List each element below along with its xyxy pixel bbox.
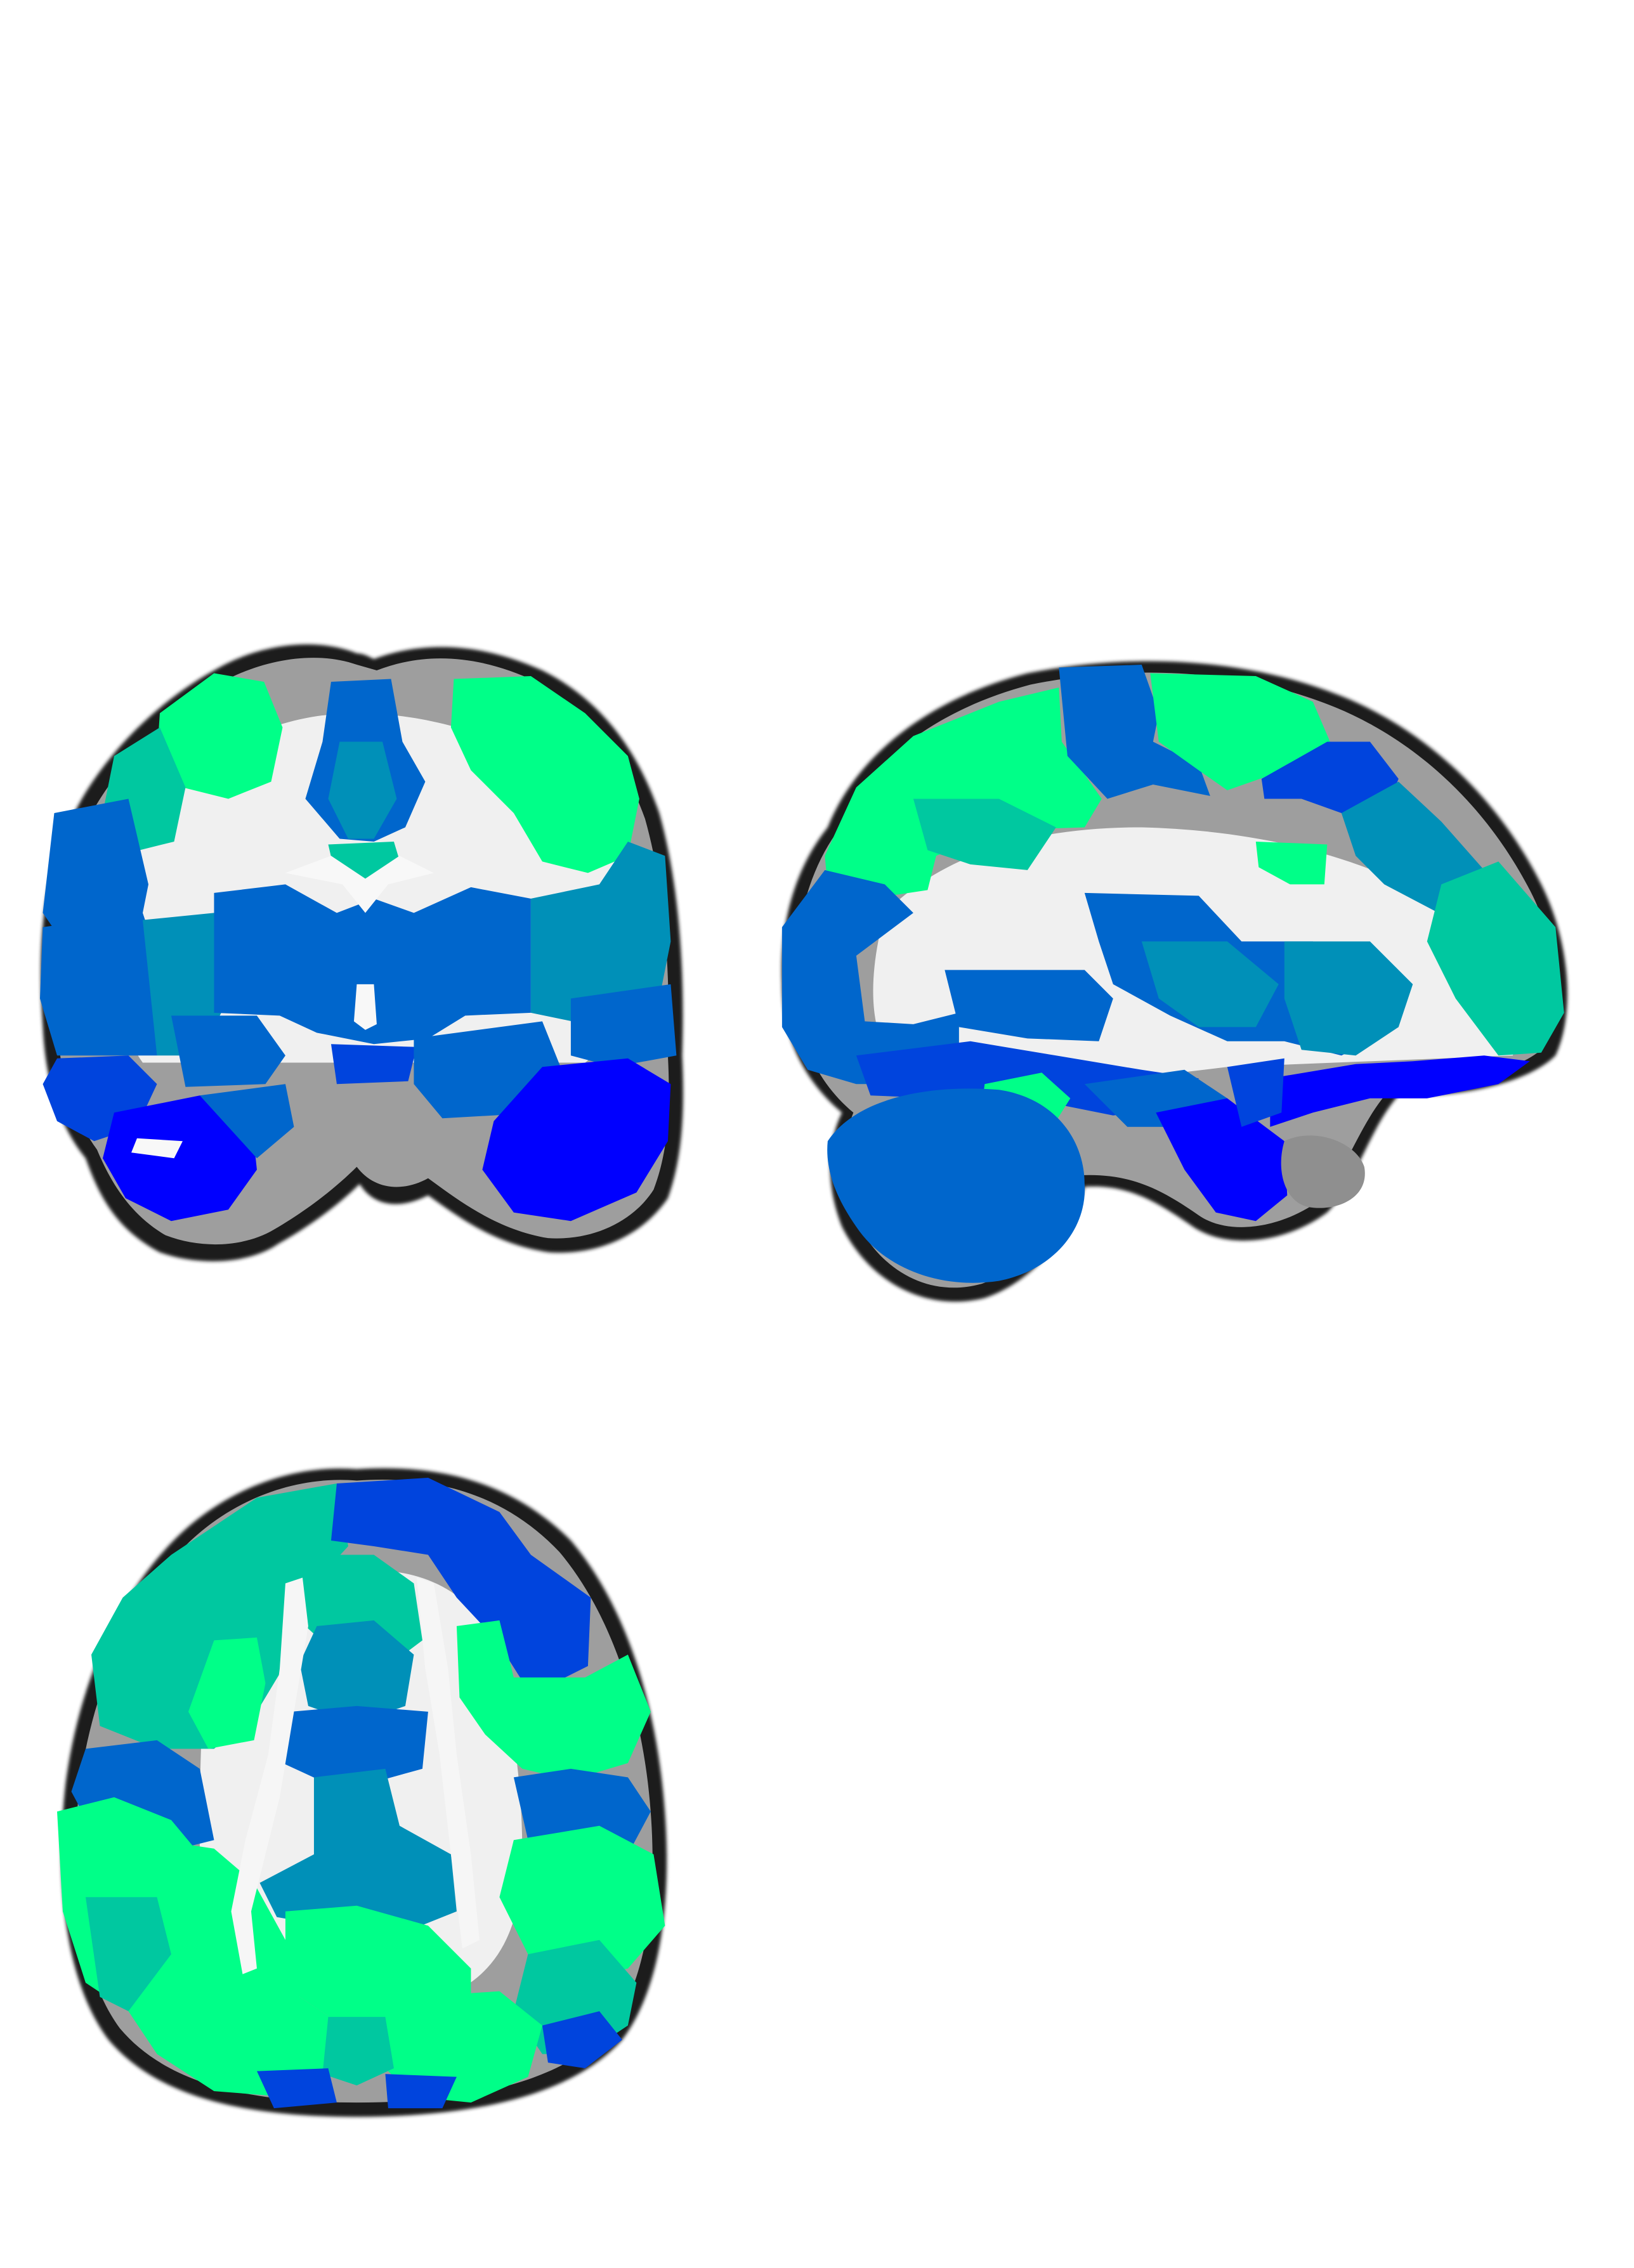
axial-parcel	[91, 1483, 348, 1749]
coronal-parcel	[570, 984, 677, 1067]
coronal-parcel	[330, 1044, 417, 1085]
axial-parcel	[299, 1620, 414, 1723]
axial-parcel	[385, 2074, 457, 2109]
coronal-parcel	[450, 676, 639, 873]
sagittal-parcel	[1261, 741, 1399, 813]
coronal-parcel	[157, 673, 283, 799]
sagittal-parcel	[1059, 665, 1210, 799]
coronal-ventricle	[131, 1138, 183, 1159]
sagittal-parcel	[1141, 941, 1279, 1027]
axial-parcel	[456, 1620, 651, 1780]
axial-parcel	[256, 2068, 337, 2109]
axial-parcel	[513, 1768, 651, 1854]
axial-ventricle	[231, 1577, 308, 1974]
sagittal-cerebellum-tail	[1281, 1135, 1365, 1208]
axial-parcel	[188, 1637, 266, 1749]
axial-parcel	[542, 2011, 622, 2069]
axial-parcel	[85, 1897, 171, 2012]
sagittal-parcel	[825, 688, 1102, 899]
sagittal-parcel	[1270, 1055, 1530, 1127]
coronal-ventricle	[353, 984, 377, 1030]
sagittal-slice	[781, 661, 1567, 1302]
sagittal-parcel	[1150, 673, 1330, 790]
sagittal-parcel	[1284, 941, 1413, 1056]
coronal-ventricle	[285, 856, 434, 913]
coronal-parcel	[530, 841, 671, 1027]
sagittal-parcel	[913, 798, 1056, 870]
coronal-parcel	[482, 1058, 671, 1222]
sagittal-parcel	[781, 870, 959, 1085]
axial-slice	[56, 1468, 667, 2117]
axial-parcel	[282, 1705, 428, 1783]
sagittal-parcel	[944, 970, 1113, 1041]
sagittal-parcel	[827, 1088, 1085, 1283]
axial-parcel	[330, 1478, 591, 1695]
sagittal-parcel	[1341, 781, 1484, 913]
sagittal-parcel	[1427, 861, 1564, 1056]
sagittal-parcel	[1156, 1098, 1288, 1222]
sagittal-parcel	[1227, 1058, 1284, 1127]
axial-ventricle	[416, 1577, 480, 1949]
axial-parcel	[385, 1991, 542, 2103]
coronal-parcel	[102, 1095, 257, 1222]
axial-parcel	[499, 1825, 665, 1983]
coronal-parcel	[199, 1084, 294, 1159]
coronal-parcel	[171, 1015, 285, 1087]
coronal-parcel	[214, 884, 531, 1045]
axial-parcel	[128, 1840, 343, 2097]
axial-parcel	[259, 1768, 457, 1929]
sagittal-parcel	[1255, 841, 1328, 885]
coronal-parcel	[39, 913, 171, 1056]
axial-parcel	[322, 2017, 394, 2086]
coronal-slice	[39, 644, 683, 1261]
coronal-parcel	[328, 741, 397, 839]
